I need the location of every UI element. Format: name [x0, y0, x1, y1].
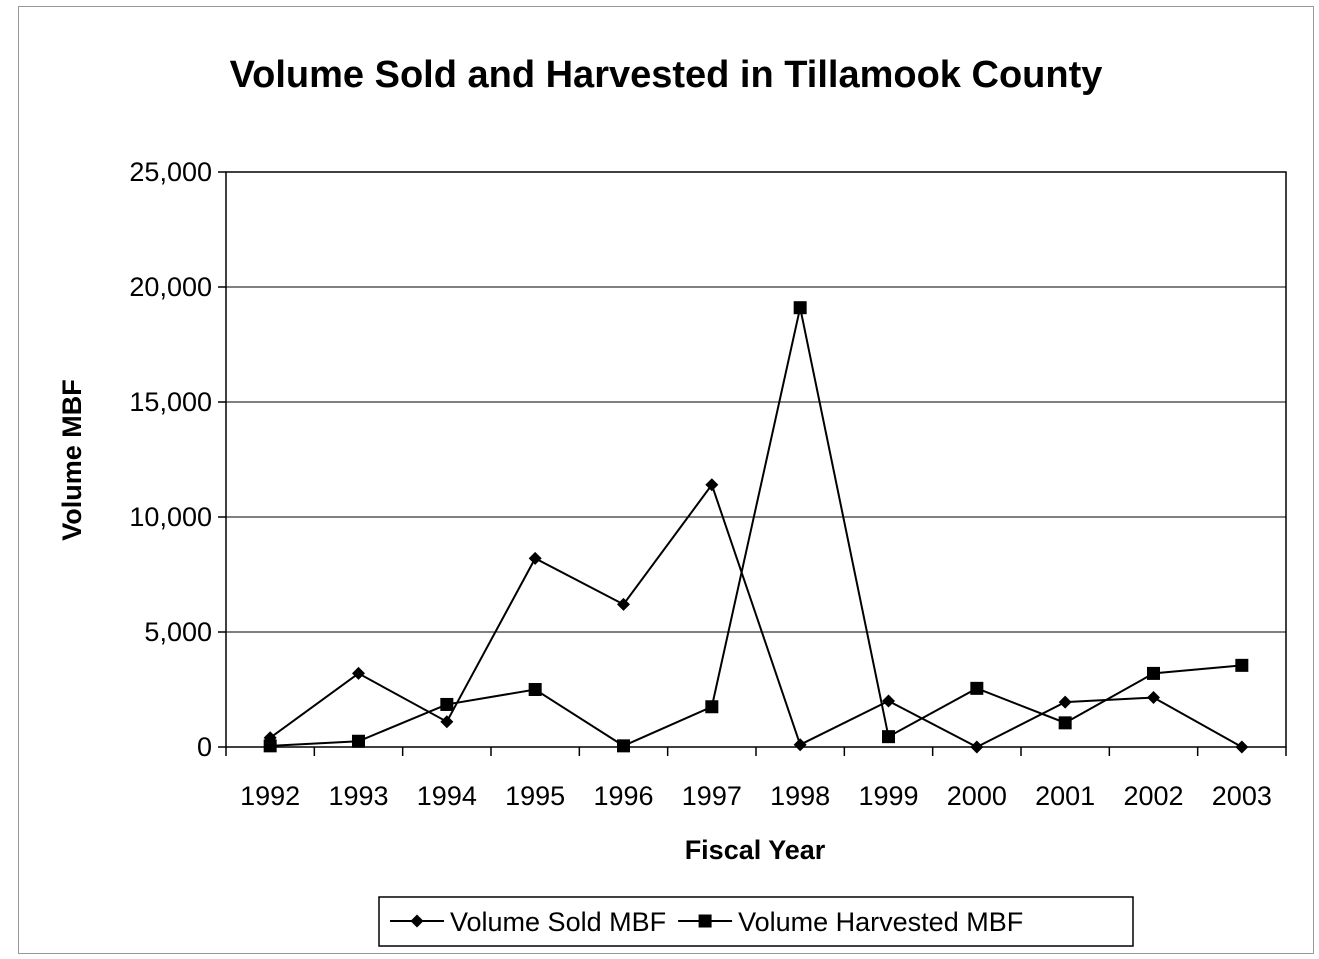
square-marker	[705, 700, 719, 714]
y-tick-label: 0	[197, 732, 212, 762]
square-marker	[352, 734, 365, 748]
y-tick-label: 25,000	[129, 157, 212, 187]
y-axis: 0 5,000 10,000 15,000 20,000 25,000	[129, 157, 226, 762]
diamond-marker	[617, 597, 630, 611]
diamond-marker	[705, 478, 719, 492]
series-line	[269, 482, 1243, 749]
x-tick-label: 1995	[505, 781, 565, 811]
legend-diamond-marker	[410, 914, 424, 928]
square-marker	[970, 681, 984, 695]
square-marker	[263, 739, 277, 753]
legend-label: Volume Sold MBF	[450, 907, 666, 937]
square-marker	[1235, 658, 1249, 672]
square-marker	[1147, 666, 1160, 680]
square-marker	[793, 301, 807, 315]
diamond-marker	[882, 694, 895, 708]
legend: Volume Sold MBF Volume Harvested MBF	[378, 896, 1134, 947]
legend-box	[378, 896, 1134, 947]
legend-square-marker	[698, 914, 712, 928]
y-tick-label: 20,000	[129, 272, 212, 302]
x-tick-label: 1999	[858, 781, 918, 811]
legend-label: Volume Harvested MBF	[738, 907, 1023, 937]
y-tick-label: 5,000	[144, 617, 212, 647]
y-axis-title: Volume MBF	[57, 379, 87, 541]
x-tick-label: 2003	[1212, 781, 1272, 811]
x-tick-label: 1992	[240, 781, 300, 811]
y-tick-label: 10,000	[129, 502, 212, 532]
legend-entry: Volume Sold MBF	[390, 907, 666, 937]
square-marker	[528, 683, 542, 696]
diamond-marker	[1235, 740, 1249, 754]
diamond-marker	[440, 715, 454, 729]
diamond-marker	[1058, 695, 1072, 709]
diamond-marker	[793, 738, 807, 752]
diamond-marker	[528, 551, 542, 565]
square-marker	[617, 739, 630, 753]
legend-entry: Volume Harvested MBF	[678, 907, 1023, 937]
series-line	[270, 307, 1242, 747]
diamond-marker	[1147, 691, 1160, 705]
x-tick-label: 1998	[770, 781, 830, 811]
series-layer	[263, 301, 1249, 754]
x-tick-label: 1994	[417, 781, 477, 811]
series-1	[263, 478, 1249, 754]
diamond-marker	[970, 740, 984, 754]
x-tick-label: 2001	[1035, 781, 1095, 811]
plot-area	[225, 171, 1287, 748]
square-marker	[1058, 716, 1072, 730]
square-marker	[882, 730, 895, 744]
x-tick-label: 2000	[947, 781, 1007, 811]
x-axis: 1992 1993 1994 1995 1996 1997 1998 1999 2000 2001…	[225, 747, 1287, 811]
x-tick-label: 1993	[328, 781, 388, 811]
x-tick-label: 2002	[1123, 781, 1183, 811]
x-tick-label: 1996	[593, 781, 653, 811]
chart-frame	[18, 6, 1314, 954]
x-tick-label: 1997	[682, 781, 742, 811]
square-marker	[440, 697, 454, 711]
x-axis-title: Fiscal Year	[685, 835, 826, 865]
series-2	[263, 301, 1249, 753]
y-tick-label: 15,000	[129, 387, 212, 417]
gridlines	[226, 171, 1286, 633]
diamond-marker	[352, 666, 365, 680]
chart-title: Volume Sold and Harvested in Tillamook C…	[230, 54, 1103, 96]
